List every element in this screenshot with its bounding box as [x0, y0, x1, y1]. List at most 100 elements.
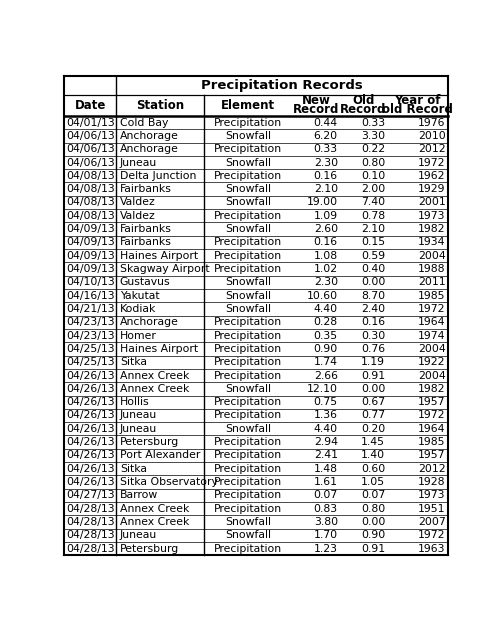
Text: New: New [302, 94, 330, 108]
Text: Precipitation: Precipitation [214, 411, 282, 421]
Text: Precipitation: Precipitation [214, 118, 282, 127]
Text: 0.83: 0.83 [314, 504, 338, 514]
Text: Date: Date [74, 99, 106, 112]
Text: Petersburg: Petersburg [120, 437, 179, 447]
Text: Snowfall: Snowfall [226, 198, 272, 208]
Text: Precipitation: Precipitation [214, 171, 282, 181]
Text: 04/09/13: 04/09/13 [66, 224, 116, 234]
Text: 0.20: 0.20 [361, 424, 385, 434]
Text: 1.48: 1.48 [314, 464, 338, 474]
Text: 0.16: 0.16 [314, 171, 338, 181]
Text: 1962: 1962 [418, 171, 446, 181]
Text: Juneau: Juneau [120, 531, 157, 541]
Text: Annex Creek: Annex Creek [120, 384, 189, 394]
Text: Year of: Year of [394, 94, 441, 108]
Text: Annex Creek: Annex Creek [120, 517, 189, 527]
Text: Precipitation Records: Precipitation Records [202, 79, 363, 92]
Text: Snowfall: Snowfall [226, 384, 272, 394]
Text: Juneau: Juneau [120, 411, 157, 421]
Text: 04/28/13: 04/28/13 [66, 504, 115, 514]
Text: 1934: 1934 [418, 238, 446, 248]
Text: Precipitation: Precipitation [214, 144, 282, 154]
Text: Valdez: Valdez [120, 211, 156, 221]
Text: 0.40: 0.40 [361, 264, 385, 274]
Text: 1976: 1976 [418, 118, 446, 127]
Text: 0.59: 0.59 [361, 251, 385, 261]
Text: 04/28/13: 04/28/13 [66, 544, 115, 554]
Text: 0.07: 0.07 [361, 491, 385, 501]
Text: 1.05: 1.05 [361, 477, 385, 487]
Text: Precipitation: Precipitation [214, 238, 282, 248]
Text: 1974: 1974 [418, 331, 446, 341]
Text: 4.40: 4.40 [314, 424, 338, 434]
Text: 0.77: 0.77 [361, 411, 385, 421]
Text: 04/06/13: 04/06/13 [66, 131, 116, 141]
Text: Anchorage: Anchorage [120, 318, 178, 328]
Text: Valdez: Valdez [120, 198, 156, 208]
Text: 04/26/13: 04/26/13 [66, 437, 115, 447]
Text: 1922: 1922 [418, 357, 446, 367]
Text: Juneau: Juneau [120, 424, 157, 434]
Text: 2007: 2007 [418, 517, 446, 527]
Text: Snowfall: Snowfall [226, 184, 272, 194]
Text: 0.75: 0.75 [314, 397, 338, 407]
Text: Record: Record [340, 104, 386, 116]
Text: 04/28/13: 04/28/13 [66, 531, 115, 541]
Text: 1985: 1985 [418, 291, 446, 301]
Text: 0.28: 0.28 [314, 318, 338, 328]
Text: 0.78: 0.78 [361, 211, 385, 221]
Text: old Record: old Record [382, 104, 453, 116]
Text: 0.90: 0.90 [361, 531, 385, 541]
Text: 0.33: 0.33 [314, 144, 338, 154]
Text: 04/26/13: 04/26/13 [66, 451, 115, 461]
Text: 3.80: 3.80 [314, 517, 338, 527]
Text: 04/08/13: 04/08/13 [66, 211, 116, 221]
Text: 04/08/13: 04/08/13 [66, 198, 116, 208]
Text: Fairbanks: Fairbanks [120, 184, 172, 194]
Text: Sitka: Sitka [120, 357, 147, 367]
Text: 2012: 2012 [418, 144, 446, 154]
Text: 04/09/13: 04/09/13 [66, 251, 116, 261]
Text: 04/28/13: 04/28/13 [66, 517, 115, 527]
Text: Homer: Homer [120, 331, 156, 341]
Text: 04/21/13: 04/21/13 [66, 304, 115, 314]
Text: 1.40: 1.40 [361, 451, 385, 461]
Text: Precipitation: Precipitation [214, 437, 282, 447]
Text: 2.66: 2.66 [314, 371, 338, 381]
Text: 1.45: 1.45 [361, 437, 385, 447]
Text: Precipitation: Precipitation [214, 251, 282, 261]
Text: 2.60: 2.60 [314, 224, 338, 234]
Text: 04/09/13: 04/09/13 [66, 238, 116, 248]
Text: Precipitation: Precipitation [214, 504, 282, 514]
Text: 2.41: 2.41 [314, 451, 338, 461]
Text: 0.90: 0.90 [314, 344, 338, 354]
Text: 1.08: 1.08 [314, 251, 338, 261]
Text: 19.00: 19.00 [306, 198, 338, 208]
Text: Sitka Observatory: Sitka Observatory [120, 477, 218, 487]
Text: 2004: 2004 [418, 371, 446, 381]
Text: 04/23/13: 04/23/13 [66, 318, 115, 328]
Text: 0.35: 0.35 [314, 331, 338, 341]
Text: 04/26/13: 04/26/13 [66, 384, 115, 394]
Text: Precipitation: Precipitation [214, 491, 282, 501]
Text: 0.76: 0.76 [361, 344, 385, 354]
Text: Juneau: Juneau [120, 158, 157, 168]
Text: 6.20: 6.20 [314, 131, 338, 141]
Text: Annex Creek: Annex Creek [120, 504, 189, 514]
Text: 04/26/13: 04/26/13 [66, 371, 115, 381]
Text: 1.09: 1.09 [314, 211, 338, 221]
Text: Skagway Airport: Skagway Airport [120, 264, 210, 274]
Text: 1982: 1982 [418, 224, 446, 234]
Text: 1.36: 1.36 [314, 411, 338, 421]
Text: 0.30: 0.30 [361, 331, 385, 341]
Text: Anchorage: Anchorage [120, 144, 178, 154]
Text: 0.16: 0.16 [361, 318, 385, 328]
Text: 04/26/13: 04/26/13 [66, 411, 115, 421]
Text: Barrow: Barrow [120, 491, 158, 501]
Text: 1964: 1964 [418, 318, 446, 328]
Text: 1.23: 1.23 [314, 544, 338, 554]
Text: 8.70: 8.70 [361, 291, 385, 301]
Text: Precipitation: Precipitation [214, 344, 282, 354]
Text: Old: Old [352, 94, 374, 108]
Text: 04/06/13: 04/06/13 [66, 158, 116, 168]
